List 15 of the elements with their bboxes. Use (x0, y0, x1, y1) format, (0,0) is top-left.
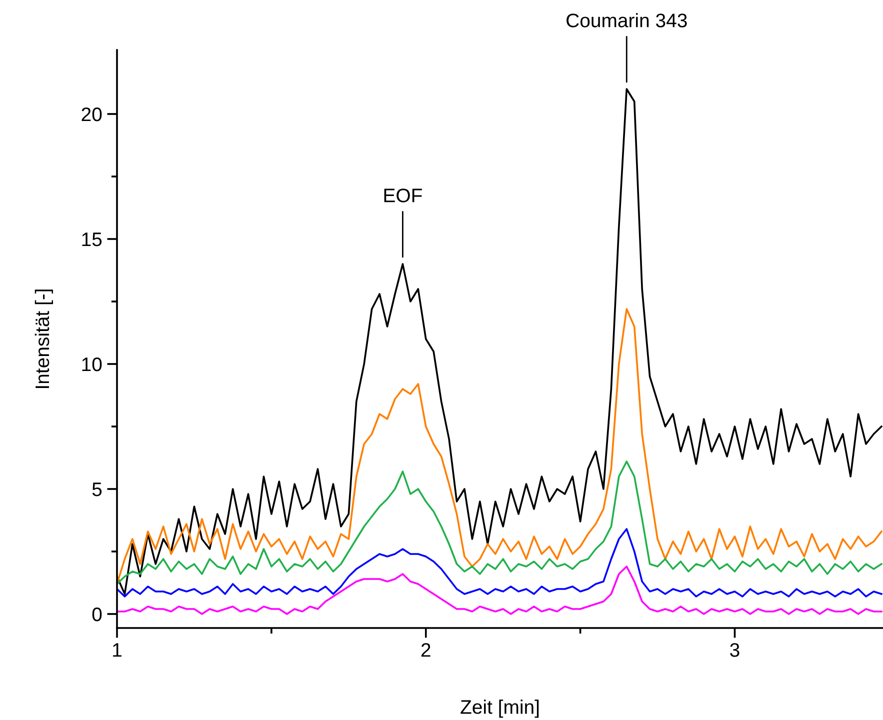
x-axis-title: Zeit [min] (460, 700, 539, 718)
annotation: EOF (384, 188, 422, 202)
y-tick-label: 10 (82, 357, 102, 372)
line-series (117, 566, 882, 615)
y-tick-label: 20 (82, 107, 102, 122)
line-series (117, 528, 882, 598)
line-series (117, 460, 882, 585)
y-axis-title: Intensität [-] (34, 290, 54, 388)
y-tick-label: 5 (92, 482, 102, 496)
annotation: Coumarin 343 (566, 13, 687, 28)
x-tick-label: 3 (730, 643, 740, 657)
x-tick-label: 1 (113, 643, 122, 657)
y-tick-label: 15 (82, 232, 102, 246)
x-tick-label: 2 (421, 643, 430, 657)
y-tick-label: 0 (92, 607, 102, 622)
